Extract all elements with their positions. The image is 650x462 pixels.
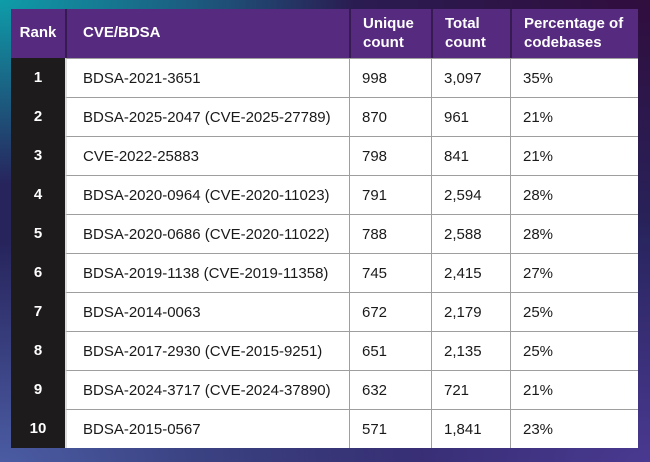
percentage-cell: 21%	[510, 136, 638, 175]
rank-cell: 2	[11, 97, 65, 136]
total-count-cell: 721	[431, 370, 510, 409]
total-count-cell: 1,841	[431, 409, 510, 448]
table-row: 3 CVE-2022-25883 798 841 21%	[11, 136, 638, 175]
rank-cell: 7	[11, 292, 65, 331]
total-count-cell: 2,135	[431, 331, 510, 370]
percentage-cell: 28%	[510, 175, 638, 214]
column-header-total-count: Total count	[431, 9, 510, 58]
unique-count-cell: 798	[349, 136, 431, 175]
table-row: 6 BDSA-2019-1138 (CVE-2019-11358) 745 2,…	[11, 253, 638, 292]
cve-bdsa-cell: BDSA-2019-1138 (CVE-2019-11358)	[65, 253, 349, 292]
table-row: 4 BDSA-2020-0964 (CVE-2020-11023) 791 2,…	[11, 175, 638, 214]
unique-count-cell: 998	[349, 58, 431, 97]
percentage-cell: 35%	[510, 58, 638, 97]
rank-cell: 4	[11, 175, 65, 214]
total-count-cell: 961	[431, 97, 510, 136]
unique-count-cell: 791	[349, 175, 431, 214]
cve-bdsa-cell: BDSA-2015-0567	[65, 409, 349, 448]
vulnerability-table: Rank CVE/BDSA Unique count Total count P…	[11, 9, 638, 449]
percentage-cell: 23%	[510, 409, 638, 448]
total-count-cell: 2,594	[431, 175, 510, 214]
unique-count-cell: 651	[349, 331, 431, 370]
total-count-cell: 2,415	[431, 253, 510, 292]
column-header-cve-bdsa: CVE/BDSA	[65, 9, 349, 58]
rank-cell: 8	[11, 331, 65, 370]
percentage-cell: 25%	[510, 331, 638, 370]
unique-count-cell: 870	[349, 97, 431, 136]
unique-count-cell: 745	[349, 253, 431, 292]
rank-cell: 3	[11, 136, 65, 175]
table-row: 10 BDSA-2015-0567 571 1,841 23%	[11, 409, 638, 448]
percentage-cell: 28%	[510, 214, 638, 253]
cve-bdsa-cell: BDSA-2020-0964 (CVE-2020-11023)	[65, 175, 349, 214]
total-count-cell: 2,588	[431, 214, 510, 253]
cve-bdsa-cell: CVE-2022-25883	[65, 136, 349, 175]
cve-bdsa-cell: BDSA-2017-2930 (CVE-2015-9251)	[65, 331, 349, 370]
cve-bdsa-cell: BDSA-2014-0063	[65, 292, 349, 331]
rank-cell: 10	[11, 409, 65, 448]
table-row: 8 BDSA-2017-2930 (CVE-2015-9251) 651 2,1…	[11, 331, 638, 370]
column-header-percentage-of-codebases: Percentage of codebases	[510, 9, 638, 58]
table-row: 2 BDSA-2025-2047 (CVE-2025-27789) 870 96…	[11, 97, 638, 136]
cve-bdsa-cell: BDSA-2020-0686 (CVE-2020-11022)	[65, 214, 349, 253]
table-row: 5 BDSA-2020-0686 (CVE-2020-11022) 788 2,…	[11, 214, 638, 253]
cve-bdsa-cell: BDSA-2021-3651	[65, 58, 349, 97]
rank-cell: 1	[11, 58, 65, 97]
unique-count-cell: 672	[349, 292, 431, 331]
cve-bdsa-cell: BDSA-2025-2047 (CVE-2025-27789)	[65, 97, 349, 136]
total-count-cell: 3,097	[431, 58, 510, 97]
unique-count-cell: 571	[349, 409, 431, 448]
percentage-cell: 25%	[510, 292, 638, 331]
total-count-cell: 841	[431, 136, 510, 175]
table-header-row: Rank CVE/BDSA Unique count Total count P…	[11, 9, 638, 58]
unique-count-cell: 632	[349, 370, 431, 409]
table-row: 7 BDSA-2014-0063 672 2,179 25%	[11, 292, 638, 331]
rank-cell: 9	[11, 370, 65, 409]
column-header-unique-count: Unique count	[349, 9, 431, 58]
rank-cell: 6	[11, 253, 65, 292]
table-row: 9 BDSA-2024-3717 (CVE-2024-37890) 632 72…	[11, 370, 638, 409]
column-header-rank: Rank	[11, 9, 65, 58]
table-row: 1 BDSA-2021-3651 998 3,097 35%	[11, 58, 638, 97]
percentage-cell: 21%	[510, 370, 638, 409]
percentage-cell: 21%	[510, 97, 638, 136]
cve-bdsa-cell: BDSA-2024-3717 (CVE-2024-37890)	[65, 370, 349, 409]
percentage-cell: 27%	[510, 253, 638, 292]
total-count-cell: 2,179	[431, 292, 510, 331]
unique-count-cell: 788	[349, 214, 431, 253]
rank-cell: 5	[11, 214, 65, 253]
